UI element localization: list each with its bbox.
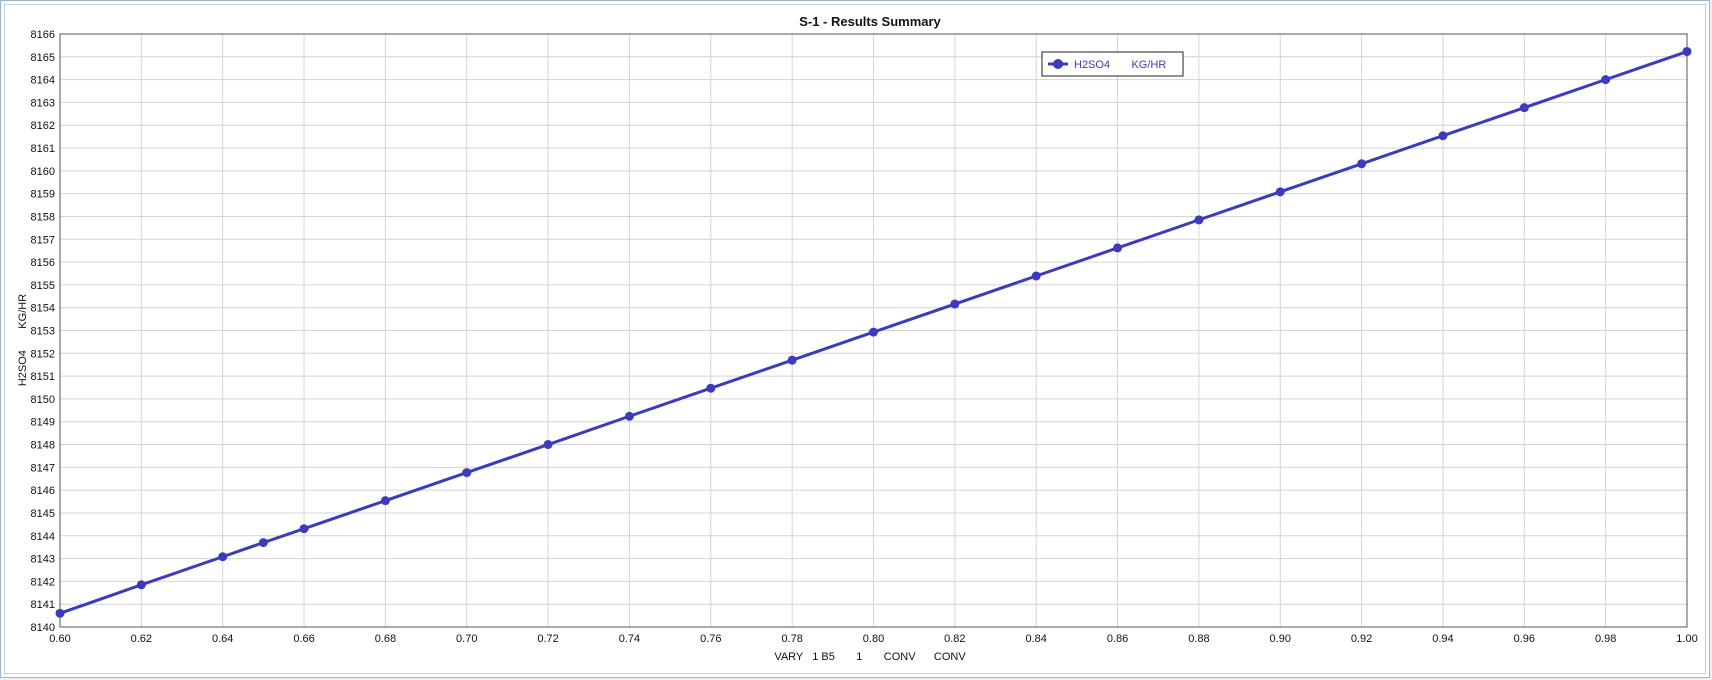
- y-tick-label: 8161: [31, 143, 55, 155]
- y-tick-label: 8159: [31, 189, 55, 201]
- series-line: [59, 50, 1688, 615]
- data-point: [1519, 103, 1529, 113]
- y-tick-label: 8158: [31, 211, 55, 223]
- y-tick-label: 8147: [31, 462, 55, 474]
- y-tick-label: 8143: [31, 554, 55, 566]
- legend-marker-swatch: [1053, 59, 1063, 69]
- data-point: [543, 440, 553, 450]
- y-tick-label: 8142: [31, 576, 55, 588]
- data-point: [136, 580, 146, 590]
- y-tick-label: 8153: [31, 326, 55, 338]
- x-tick-label: 0.96: [1514, 633, 1535, 645]
- data-point: [258, 538, 268, 548]
- data-point: [787, 355, 797, 365]
- x-tick-label: 0.82: [944, 633, 965, 645]
- data-point: [299, 524, 309, 534]
- x-tick-label: 0.74: [619, 633, 640, 645]
- chart-title: S-1 - Results Summary: [799, 14, 941, 29]
- y-tick-label: 8149: [31, 417, 55, 429]
- x-tick-label: 0.84: [1025, 633, 1046, 645]
- legend-label: H2SO4 KG/HR: [1074, 59, 1166, 71]
- data-point: [380, 496, 390, 506]
- grid: [59, 33, 1688, 628]
- y-tick-label: 8165: [31, 52, 55, 64]
- y-tick-label: 8162: [31, 120, 55, 132]
- data-point: [1601, 75, 1611, 85]
- data-point: [624, 411, 634, 421]
- y-tick-label: 8150: [31, 394, 55, 406]
- x-tick-label: 0.64: [212, 633, 233, 645]
- y-axis: 8140 8141 8142 8143 8144 8145 8146 8147 8148 8149…: [31, 29, 55, 634]
- y-tick-label: 8154: [31, 303, 55, 315]
- y-tick-label: 8166: [31, 29, 55, 41]
- data-point: [1682, 47, 1692, 57]
- data-point: [706, 383, 716, 393]
- x-tick-label: 0.80: [863, 633, 884, 645]
- data-point: [1357, 159, 1367, 169]
- x-tick-label: 0.92: [1351, 633, 1372, 645]
- y-tick-label: 8148: [31, 440, 55, 452]
- data-point: [462, 468, 472, 478]
- y-tick-label: 8144: [31, 531, 55, 543]
- x-tick-label: 0.94: [1432, 633, 1453, 645]
- y-tick-label: 8155: [31, 280, 55, 292]
- x-axis-label: VARY 1 B5 1 CONV CONV: [774, 651, 966, 663]
- y-tick-label: 8145: [31, 508, 55, 520]
- data-point: [1031, 271, 1041, 281]
- x-tick-label: 0.60: [49, 633, 70, 645]
- x-tick-label: 0.78: [781, 633, 802, 645]
- data-point: [1275, 187, 1285, 197]
- plot-area: [59, 33, 1688, 628]
- x-tick-label: 0.86: [1107, 633, 1128, 645]
- y-tick-label: 8141: [31, 599, 55, 611]
- x-tick-label: 0.76: [700, 633, 721, 645]
- data-point: [1438, 131, 1448, 141]
- x-tick-label: 0.72: [537, 633, 558, 645]
- x-tick-label: 1.00: [1676, 633, 1697, 645]
- y-tick-label: 8160: [31, 166, 55, 178]
- x-tick-label: 0.98: [1595, 633, 1616, 645]
- x-tick-label: 0.88: [1188, 633, 1209, 645]
- data-point: [55, 608, 65, 618]
- x-axis: 0.60 0.62 0.64 0.66 0.68 0.70 0.72 0.74 0.76 0.78…: [49, 633, 1697, 645]
- x-tick-label: 0.62: [131, 633, 152, 645]
- x-tick-label: 0.68: [375, 633, 396, 645]
- y-tick-label: 8151: [31, 371, 55, 383]
- data-point: [1194, 215, 1204, 225]
- y-axis-label: H2SO4 KG/HR: [17, 294, 29, 386]
- data-point: [950, 299, 960, 309]
- y-tick-label: 8140: [31, 622, 55, 634]
- y-tick-label: 8146: [31, 485, 55, 497]
- data-point: [1113, 243, 1123, 253]
- data-point: [869, 327, 878, 337]
- y-tick-label: 8156: [31, 257, 55, 269]
- y-tick-label: 8152: [31, 348, 55, 360]
- y-tick-label: 8157: [31, 234, 55, 246]
- x-tick-label: 0.90: [1270, 633, 1291, 645]
- legend: H2SO4 KG/HR: [1041, 51, 1184, 77]
- y-tick-label: 8163: [31, 97, 55, 109]
- x-tick-label: 0.66: [293, 633, 314, 645]
- series: [55, 47, 1692, 618]
- x-tick-label: 0.70: [456, 633, 477, 645]
- y-tick-label: 8164: [31, 75, 55, 87]
- data-point: [218, 552, 228, 562]
